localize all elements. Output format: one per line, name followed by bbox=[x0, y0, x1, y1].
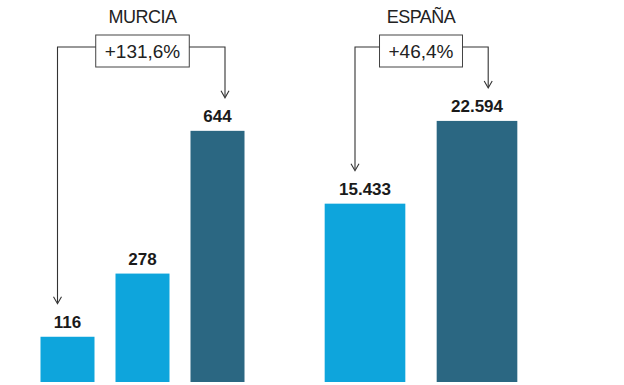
chart-root: MURCIA 116 278 644 +131,6% ESPAÑA 15.433 22.594… bbox=[0, 0, 624, 385]
data-label: 116 bbox=[54, 313, 81, 332]
bar bbox=[191, 131, 245, 382]
arrow bbox=[355, 47, 380, 170]
panel: ESPAÑA 15.433 22.594 +46,4% bbox=[325, 6, 518, 382]
title: MURCIA bbox=[109, 7, 177, 27]
arrow bbox=[189, 47, 225, 97]
annotation-box bbox=[380, 35, 463, 67]
data-label: 15.433 bbox=[339, 180, 391, 199]
arrow bbox=[462, 47, 488, 87]
bars bbox=[325, 121, 518, 382]
annotation: +46,4% bbox=[389, 41, 454, 62]
data-label: 22.594 bbox=[451, 97, 504, 116]
annotation-box bbox=[96, 35, 190, 67]
bars bbox=[41, 131, 245, 382]
arrow bbox=[58, 47, 96, 303]
data-label: 644 bbox=[203, 107, 232, 126]
annotation: +131,6% bbox=[105, 41, 181, 62]
title: ESPAÑA bbox=[387, 6, 456, 27]
bar bbox=[437, 121, 518, 382]
bar bbox=[116, 274, 170, 382]
data-label: 278 bbox=[128, 250, 156, 269]
bar bbox=[41, 337, 95, 382]
panel: MURCIA 116 278 644 +131,6% bbox=[41, 7, 245, 382]
bar bbox=[325, 204, 406, 382]
